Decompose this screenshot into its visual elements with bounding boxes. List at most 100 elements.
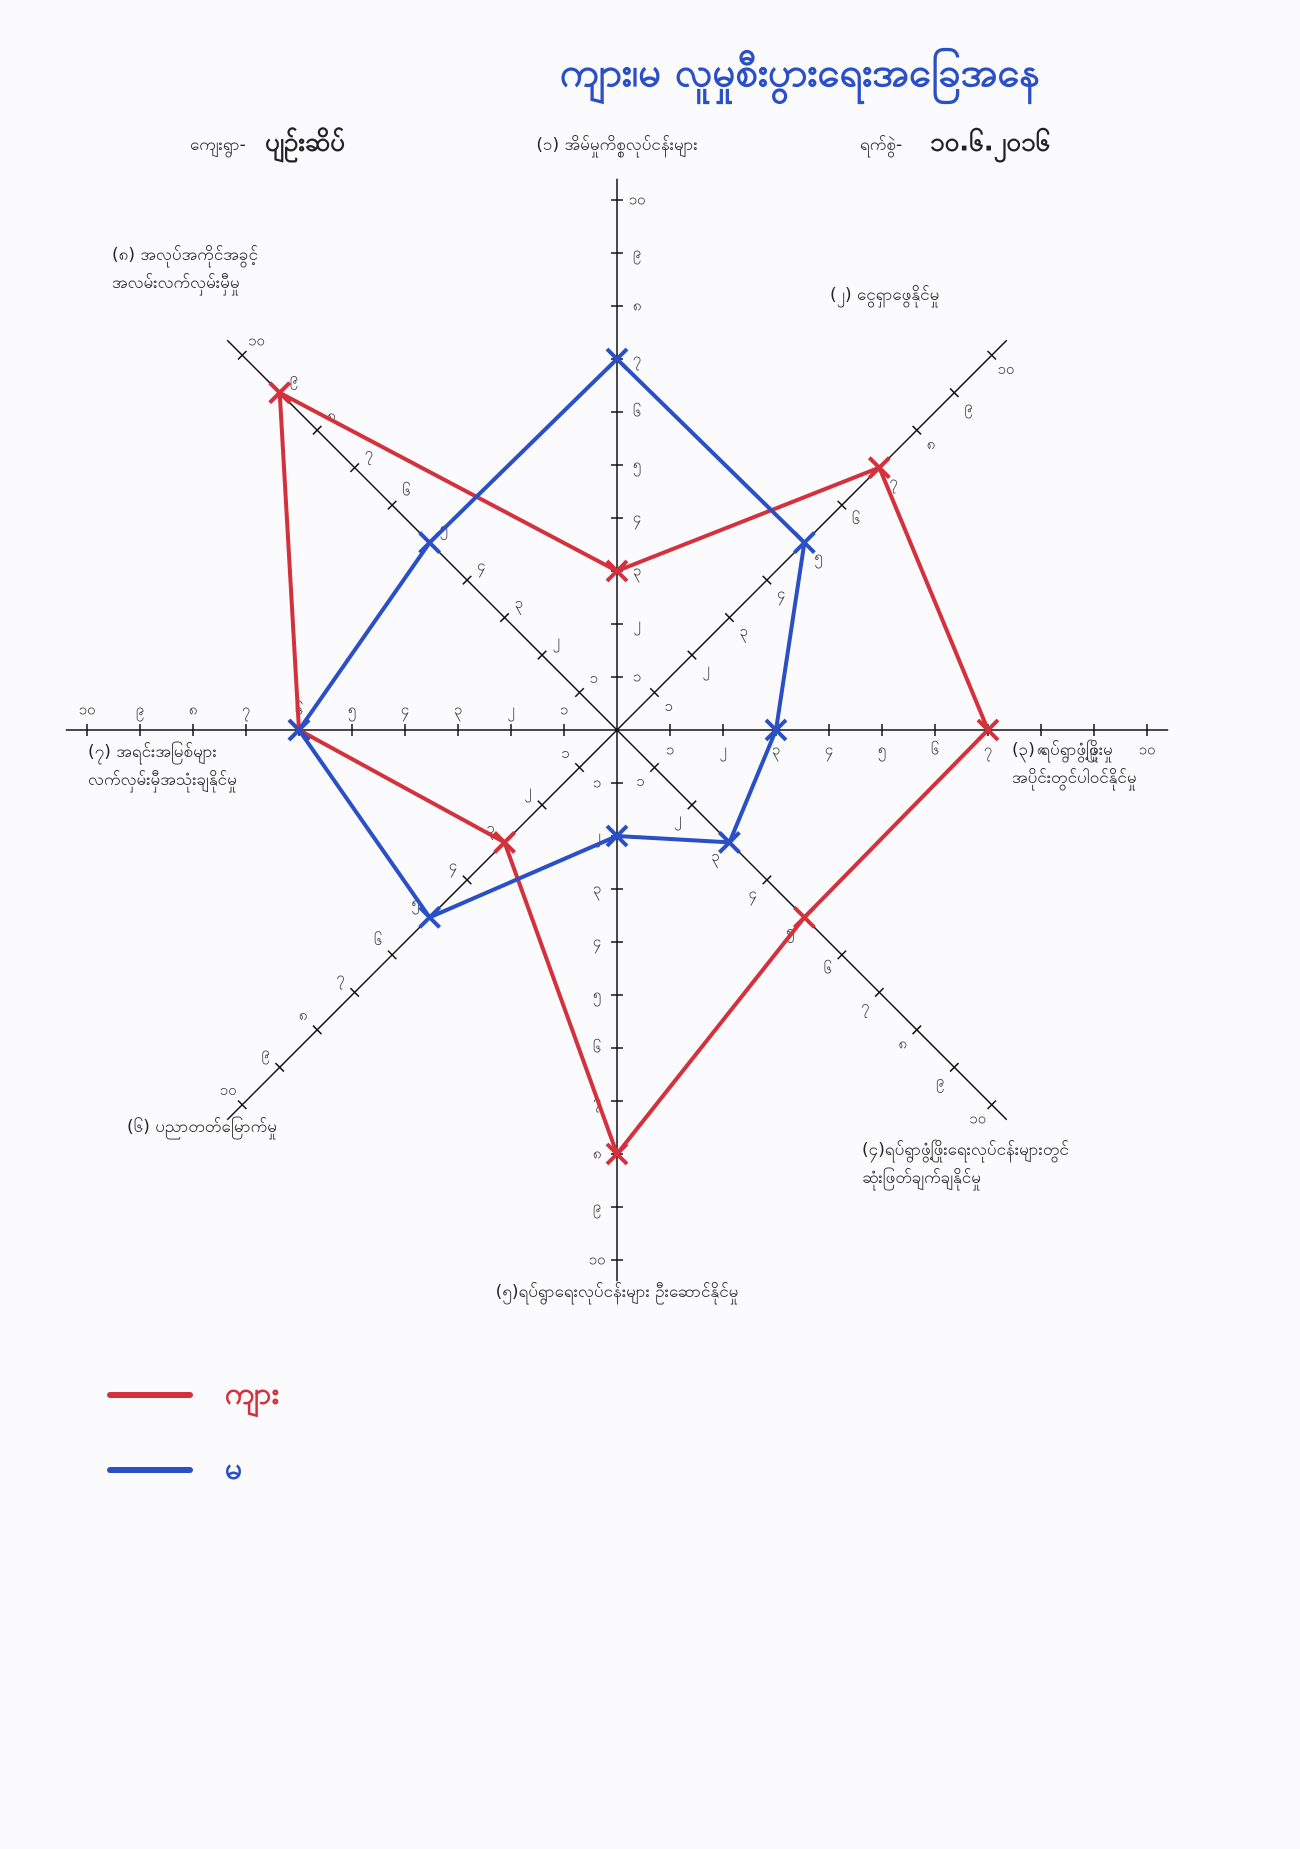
tick-mark: [912, 1025, 922, 1035]
point-marker: [605, 347, 629, 371]
tick-mark: [574, 762, 585, 773]
tick-mark: [237, 1099, 248, 1110]
tick-mark: [986, 1099, 997, 1110]
tick-label: ၁၀: [79, 701, 96, 719]
tick-label: ၅: [348, 701, 356, 722]
tick-label: ၃: [739, 622, 747, 643]
tick-mark: [462, 875, 472, 885]
tick-label: ၁၀: [969, 1109, 986, 1127]
tick-label: ၆: [823, 960, 831, 978]
tick-mark: [687, 650, 697, 660]
tick-label: ၈: [633, 297, 642, 315]
tick-label: ၂: [674, 810, 681, 831]
tick-label: ၄: [449, 856, 457, 877]
tick-label: ၇: [633, 350, 641, 371]
tick-label: ၈: [1037, 741, 1046, 759]
axis-category-label: (၂) ငွေရှာဖွေနိုင်မှု: [830, 285, 939, 308]
tick-label: ၁: [664, 697, 672, 715]
tick-mark: [499, 612, 510, 623]
axis-category-label: (၅)ရပ်ရွာရေးလုပ်ငန်းများ ဦးဆောင်နိုင်မှု: [496, 1282, 739, 1305]
point-marker: [792, 531, 816, 555]
tick-label: ၁: [666, 741, 674, 759]
tick-label: ၉: [633, 244, 641, 265]
chart-title: ကျား၊မ လူမှုစီးပွားရေးအခြေအနေ: [560, 48, 1040, 105]
tick-label: ၁: [636, 772, 644, 790]
tick-label: ၅: [878, 741, 886, 762]
tick-label: ၇: [365, 444, 373, 465]
tick-label: ၃: [486, 819, 494, 840]
axis-category-label: (၇) အရင်းအမြစ်များလက်လှမ်းမှီအသုံးချနိုင…: [88, 740, 237, 793]
tick-label: ၄: [825, 741, 833, 762]
tick-label: ၂: [702, 660, 709, 681]
tick-mark: [649, 687, 660, 698]
legend-label: ကျား: [225, 1377, 279, 1418]
tick-mark: [574, 687, 585, 698]
tick-label: ၃: [514, 594, 522, 615]
tick-label: ၈: [593, 1145, 602, 1163]
point-marker: [605, 1142, 629, 1166]
tick-label: ၆: [593, 1039, 601, 1057]
tick-mark: [349, 462, 360, 473]
tick-label: ၃: [633, 562, 641, 583]
tick-label: ၂: [553, 631, 560, 652]
tick-label: ၉: [964, 397, 972, 418]
tick-label: ၉: [136, 701, 144, 722]
tick-mark: [724, 612, 735, 623]
tick-label: ၉: [593, 1198, 601, 1219]
tick-label: ၉: [290, 369, 298, 390]
tick-label: ၃: [593, 880, 601, 901]
point-marker: [418, 531, 442, 555]
tick-label: ၆: [931, 741, 939, 759]
tick-mark: [874, 987, 885, 998]
point-marker: [605, 824, 629, 848]
point-marker: [976, 718, 1000, 742]
tick-label: ၄: [633, 509, 641, 530]
tick-label: ၁: [561, 744, 569, 762]
tick-label: ၉: [936, 1072, 944, 1093]
tick-label: ၇: [984, 741, 992, 762]
tick-mark: [312, 425, 322, 435]
tick-label: ၈: [299, 1006, 308, 1024]
tick-label: ၁: [633, 668, 641, 686]
tick-label: ၈: [898, 1034, 907, 1052]
series-line: [277, 390, 990, 1156]
tick-label: ၃: [711, 847, 719, 868]
tick-label: ၆: [852, 510, 860, 528]
tick-mark: [237, 350, 248, 361]
point-marker: [867, 456, 891, 480]
tick-label: ၁၀: [220, 1081, 237, 1099]
tick-label: ၁၀: [248, 332, 265, 350]
tick-mark: [949, 1062, 960, 1073]
tick-mark: [762, 875, 772, 885]
tick-mark: [986, 350, 997, 361]
tick-mark: [462, 575, 472, 585]
point-marker: [792, 905, 816, 929]
tick-label: ၇: [336, 969, 344, 990]
tick-label: ၆: [633, 403, 641, 421]
point-marker: [268, 381, 292, 405]
tick-label: ၅: [411, 894, 419, 915]
point-marker: [287, 718, 311, 742]
tick-label: ၅: [593, 986, 601, 1007]
point-marker: [764, 718, 788, 742]
tick-label: ၄: [593, 933, 601, 954]
tick-mark: [312, 1025, 322, 1035]
tick-label: ၅: [633, 456, 641, 477]
tick-label: ၇: [242, 701, 250, 722]
tick-label: ၂: [593, 827, 600, 848]
tick-label: ၁: [593, 774, 601, 792]
tick-mark: [274, 1062, 285, 1073]
axis-category-label: (၄)ရပ်ရွာဖွံ့ဖြိုးရေးလုပ်ငန်းများတွင်ဆုံ…: [862, 1138, 1069, 1191]
tick-mark: [949, 387, 960, 398]
tick-label: ၇: [861, 997, 869, 1018]
tick-mark: [837, 500, 847, 510]
axis-category-label: (၆) ပညာတတ်မြောက်မှု: [127, 1115, 277, 1140]
tick-mark: [762, 575, 772, 585]
tick-label: ၈: [327, 407, 336, 425]
tick-label: ၁၀: [589, 1251, 606, 1269]
tick-label: ၆: [374, 931, 382, 949]
tick-label: ၄: [477, 556, 485, 577]
tick-label: ၂: [507, 701, 514, 722]
